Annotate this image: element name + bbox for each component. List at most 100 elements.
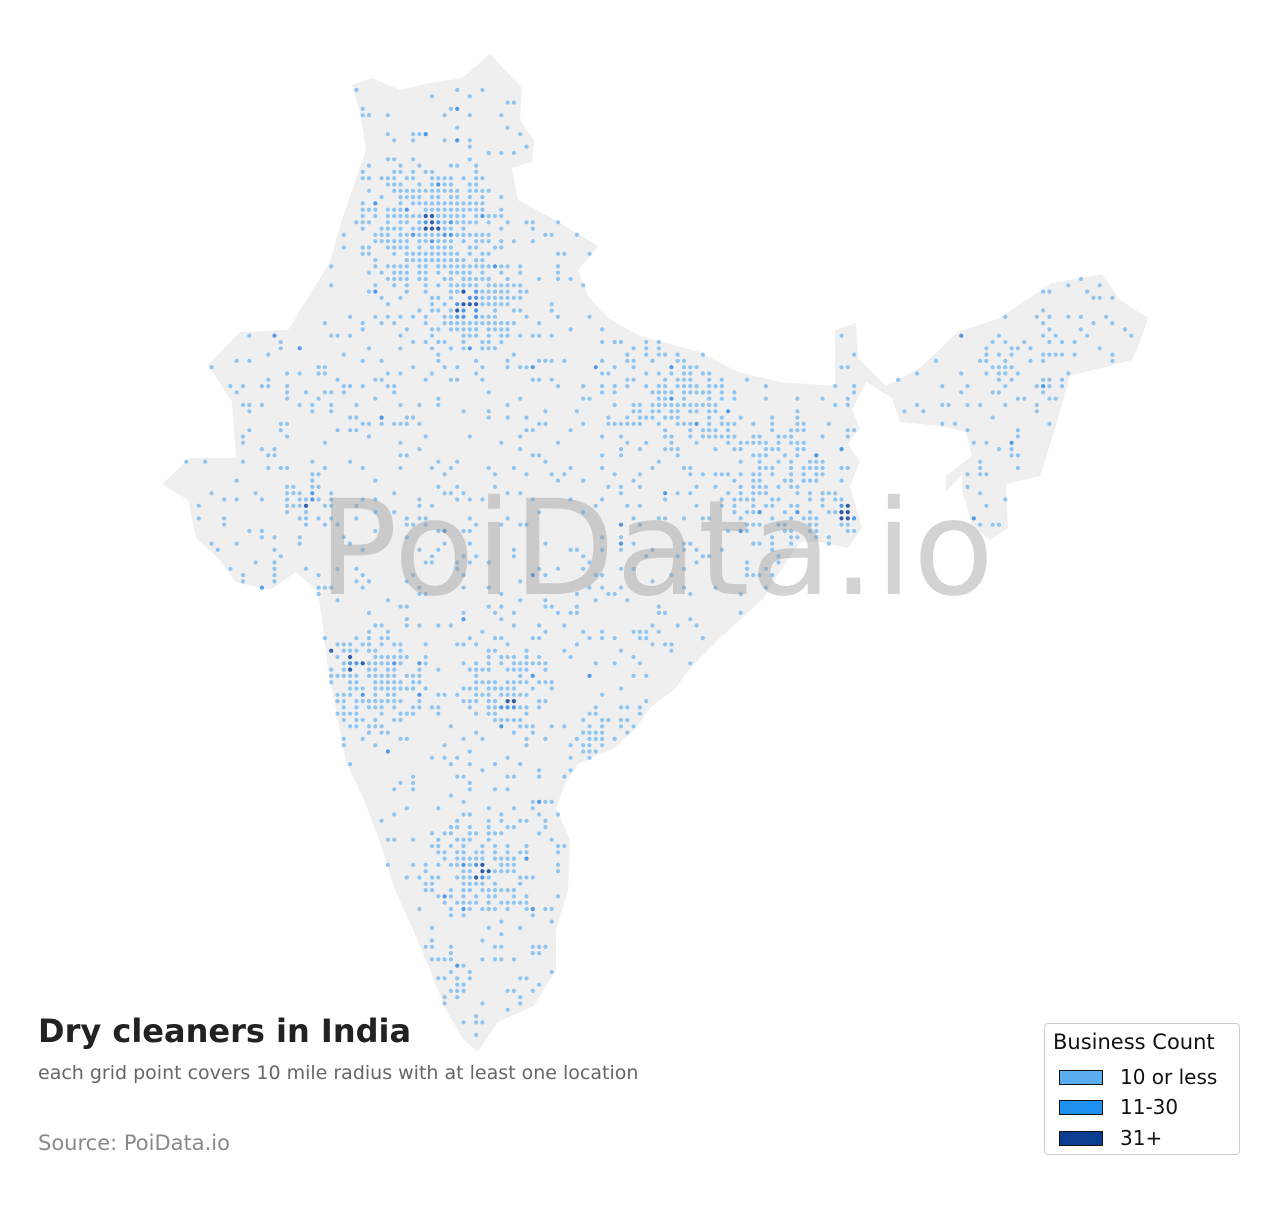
grid-point: [335, 377, 340, 382]
grid-point: [474, 276, 479, 282]
grid-point: [373, 213, 378, 219]
grid-point: [480, 1020, 485, 1025]
grid-point: [474, 283, 479, 288]
grid-point: [1041, 308, 1046, 313]
grid-point: [978, 358, 983, 363]
grid-point: [499, 591, 504, 597]
grid-point: [429, 831, 435, 836]
grid-point: [669, 648, 674, 653]
grid-point: [310, 478, 315, 483]
grid-point: [373, 377, 378, 382]
grid-point: [1009, 352, 1014, 357]
grid-point: [499, 113, 504, 118]
grid-point: [373, 699, 378, 704]
grid-point: [354, 648, 359, 653]
grid-point: [1041, 390, 1046, 395]
grid-point: [423, 270, 428, 275]
grid-point: [713, 428, 718, 433]
grid-point: [839, 497, 844, 502]
grid-point: [499, 919, 504, 924]
grid-point: [474, 302, 479, 307]
grid-point: [618, 566, 624, 571]
grid-point: [436, 692, 441, 697]
grid-point: [587, 724, 592, 729]
grid-point: [549, 906, 554, 912]
grid-point: [442, 856, 447, 861]
grid-point: [285, 484, 290, 489]
grid-point: [423, 276, 428, 282]
grid-point: [455, 264, 460, 269]
grid-point: [448, 251, 453, 256]
grid-point: [738, 491, 743, 496]
grid-point: [763, 440, 769, 445]
grid-point: [467, 182, 472, 187]
grid-point: [398, 440, 403, 445]
grid-point: [675, 554, 680, 559]
grid-point: [417, 497, 422, 502]
grid-point: [700, 434, 706, 439]
grid-point: [795, 415, 800, 420]
grid-point: [587, 396, 592, 401]
grid-point: [266, 453, 271, 458]
grid-point: [423, 881, 428, 886]
grid-point: [518, 900, 523, 905]
grid-point: [436, 837, 441, 842]
grid-point: [581, 396, 586, 401]
grid-point: [1066, 283, 1071, 288]
grid-point: [499, 339, 504, 345]
grid-point: [417, 547, 422, 553]
page-subtitle: each grid point covers 10 mile radius wi…: [38, 1062, 639, 1084]
grid-point: [398, 402, 403, 408]
grid-point: [486, 711, 491, 716]
grid-point: [436, 182, 441, 187]
grid-point: [518, 434, 523, 439]
grid-point: [524, 906, 529, 912]
grid-point: [581, 554, 586, 559]
grid-point: [644, 629, 649, 634]
grid-point: [549, 232, 554, 237]
grid-point: [467, 113, 472, 118]
grid-point: [681, 384, 687, 389]
grid-point: [429, 327, 435, 332]
grid-point: [411, 780, 416, 786]
grid-point: [379, 818, 384, 823]
grid-point: [555, 220, 561, 225]
grid-point: [411, 232, 416, 237]
grid-point: [505, 295, 510, 300]
grid-point: [392, 642, 397, 647]
grid-point: [681, 541, 687, 546]
grid-point: [763, 447, 769, 452]
grid-point: [555, 812, 561, 817]
grid-point: [499, 213, 504, 219]
grid-point: [833, 509, 838, 515]
grid-point: [492, 283, 498, 288]
grid-point: [581, 629, 586, 634]
grid-point: [996, 371, 1002, 376]
grid-point: [417, 251, 422, 256]
grid-point: [442, 264, 447, 269]
grid-point: [404, 453, 409, 458]
grid-point: [669, 642, 674, 647]
grid-point: [663, 352, 668, 357]
grid-point: [776, 522, 781, 527]
grid-point: [826, 541, 832, 546]
grid-point: [461, 1020, 466, 1025]
grid-point: [663, 434, 668, 439]
grid-point: [455, 560, 460, 565]
grid-point: [1072, 352, 1077, 357]
grid-point: [707, 396, 712, 401]
grid-point: [480, 680, 485, 685]
grid-point: [385, 862, 390, 868]
grid-point: [492, 295, 498, 300]
grid-point: [631, 566, 636, 571]
grid-point: [404, 686, 409, 691]
grid-point: [373, 207, 378, 212]
grid-point: [480, 856, 485, 861]
grid-point: [505, 276, 510, 282]
grid-point: [423, 232, 428, 237]
grid-point: [505, 699, 510, 704]
grid-point: [392, 157, 397, 162]
grid-point: [675, 409, 680, 414]
grid-point: [429, 944, 435, 949]
grid-point: [360, 113, 365, 118]
